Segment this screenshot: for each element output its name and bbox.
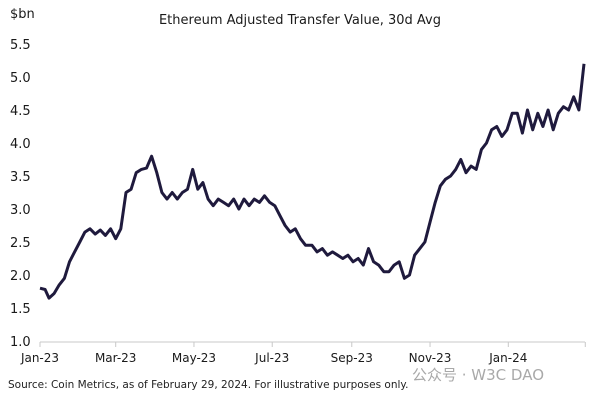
y-tick-label: 4.5: [10, 104, 31, 119]
x-tick-label: Jan-24: [488, 351, 527, 365]
y-tick-label: 3.5: [10, 170, 31, 185]
chart-title: Ethereum Adjusted Transfer Value, 30d Av…: [159, 13, 441, 28]
y-tick-label: 1.0: [10, 335, 31, 350]
series-line: [39, 63, 586, 300]
x-tick-label: May-23: [172, 351, 216, 365]
watermark: 公众号 · W3C DAO: [412, 366, 545, 384]
x-tick-label: Jul-23: [254, 351, 289, 365]
y-axis-label: $bn: [10, 7, 35, 22]
x-tick-label: Mar-23: [95, 351, 136, 365]
x-tick-label: Jan-23: [20, 351, 59, 365]
y-tick-label: 3.0: [10, 203, 31, 218]
y-tick-label: 2.5: [10, 236, 31, 251]
x-tick-label: Nov-23: [409, 351, 452, 365]
y-tick-label: 1.5: [10, 302, 31, 317]
x-tick-label: Sep-23: [331, 351, 373, 365]
source-note: Source: Coin Metrics, as of February 29,…: [8, 379, 409, 391]
y-tick-label: 5.5: [10, 38, 31, 53]
y-tick-label: 4.0: [10, 137, 31, 152]
y-tick-label: 2.0: [10, 269, 31, 284]
y-tick-label: 5.0: [10, 71, 31, 86]
